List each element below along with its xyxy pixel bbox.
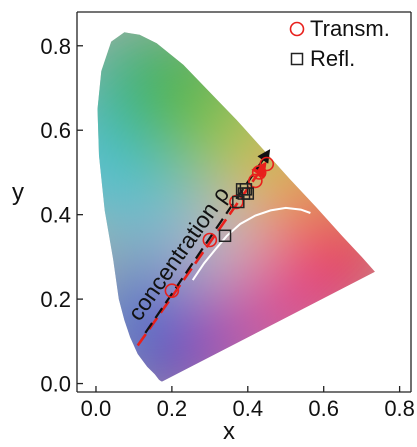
transm-point [248, 173, 263, 189]
x-ticks: 0.0 0.2 0.4 0.6 0.8 [81, 386, 415, 421]
y-tick-label: 0.6 [40, 118, 71, 143]
x-tick-label: 0.6 [308, 396, 339, 421]
legend-transm-marker [289, 21, 305, 37]
x-tick-label: 0.2 [157, 396, 188, 421]
x-tick-label: 0.4 [232, 396, 263, 421]
refl-point [239, 183, 253, 196]
refl-point [218, 229, 232, 243]
legend-refl-marker [290, 52, 304, 66]
legend: Transm. Refl. [289, 16, 390, 71]
y-tick-label: 0.4 [40, 203, 71, 228]
axes: 0.0 0.2 0.4 0.6 0.8 0.0 0.2 0.4 0.6 0.8 [40, 11, 415, 421]
x-axis-label: x [223, 418, 235, 442]
transm-point [164, 283, 180, 298]
legend-label: Refl. [310, 46, 355, 71]
x-tick-label: 0.0 [81, 396, 112, 421]
planckian-locus-curve [191, 206, 311, 281]
data-marks [164, 156, 275, 298]
y-tick-label: 0.0 [40, 372, 71, 397]
y-axis-label: y [12, 179, 24, 206]
trend-black-arrow [144, 149, 271, 334]
refl-point [241, 187, 255, 200]
x-tick-label: 0.8 [384, 396, 415, 421]
y-tick-label: 0.2 [40, 287, 71, 312]
transm-point [251, 165, 267, 180]
legend-label: Transm. [310, 16, 390, 41]
transm-point [202, 232, 218, 248]
transm-point [259, 156, 275, 172]
y-ticks: 0.0 0.2 0.4 0.6 0.8 [40, 34, 83, 397]
y-tick-label: 0.8 [40, 34, 71, 59]
color-blob [139, 183, 220, 264]
